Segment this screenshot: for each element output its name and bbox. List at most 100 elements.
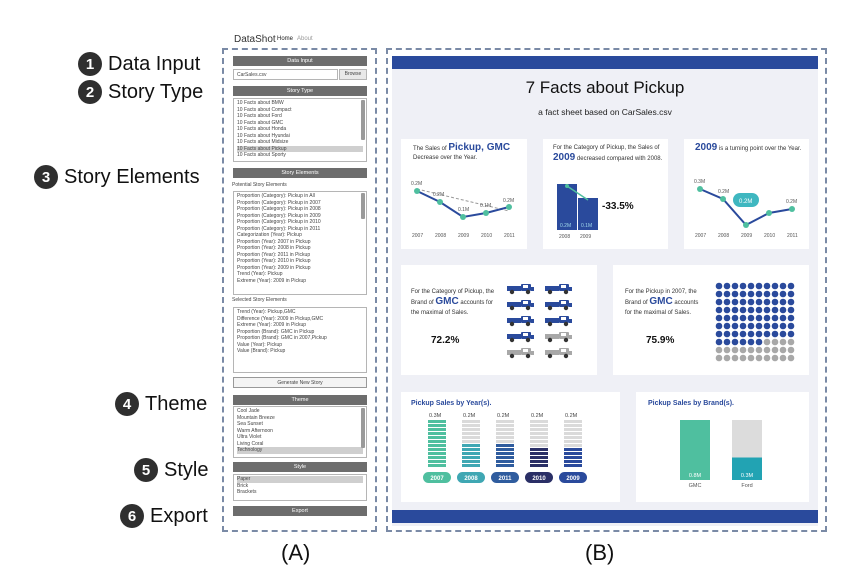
- potential-element-item[interactable]: Proportion (Year): 2009 in Pickup: [237, 264, 311, 271]
- fact1-text: The Sales of Pickup, GMC Decrease over th…: [413, 143, 523, 162]
- potential-element-item[interactable]: Proportion (Category): Pickup in 2008: [237, 206, 321, 212]
- style-item[interactable]: Brick: [237, 482, 249, 489]
- dot-unit: [739, 322, 747, 330]
- dot-unit: [739, 314, 747, 322]
- dot-unit: [739, 298, 747, 306]
- theme-list[interactable]: Cool Jade Mountain Breeze Sea Sunset Warm A…: [233, 406, 367, 458]
- style-list[interactable]: Paper Brick Brackets: [233, 474, 367, 501]
- selected-element-item[interactable]: Difference (Year): 2009 in Pickup,GMC: [237, 315, 324, 322]
- potential-element-item[interactable]: Proportion (Year): 2008 in Pickup: [237, 245, 311, 251]
- theme-items[interactable]: Cool Jade Mountain Breeze Sea Sunset Warm A…: [234, 407, 366, 455]
- potential-elements-items[interactable]: Proportion (Category): Pickup in All Prop…: [234, 192, 366, 285]
- potential-element-item[interactable]: Proportion (Year): 2007 in Pickup: [237, 238, 311, 245]
- selected-element-item[interactable]: Extreme (Year): 2009 in Pickup: [237, 322, 307, 328]
- dot-unit: [723, 338, 731, 346]
- selected-elements-items[interactable]: Trend (Year): Pickup,GMC Difference (Year…: [234, 308, 366, 356]
- browse-button[interactable]: Browse: [339, 69, 367, 80]
- story-type-item[interactable]: 10 Facts about Pickup: [237, 145, 363, 152]
- theme-item[interactable]: Technology: [237, 447, 363, 454]
- theme-item[interactable]: Warm Afternoon: [237, 427, 273, 434]
- potential-elements-list[interactable]: Proportion (Category): Pickup in All Prop…: [233, 191, 367, 295]
- dot-unit: [755, 330, 763, 338]
- fact1-line: [416, 190, 510, 219]
- theme-item[interactable]: Living Coral: [237, 440, 264, 447]
- selected-element-item[interactable]: Value (Brand): Pickup: [237, 348, 286, 354]
- potential-element-item[interactable]: Categorization (Year): Pickup: [237, 232, 302, 238]
- nav-about[interactable]: About: [297, 36, 313, 42]
- bar-stripe: [462, 432, 480, 435]
- file-input[interactable]: CarSales.csv: [233, 69, 338, 80]
- story-type-item[interactable]: 10 Facts about Sporty: [237, 152, 286, 158]
- potential-element-item[interactable]: Proportion (Category): Pickup in 2007: [237, 199, 321, 206]
- dot-unit: [723, 290, 731, 298]
- brand-category-label: GMC: [689, 483, 702, 489]
- style-item[interactable]: Brackets: [237, 489, 257, 495]
- pickup-icon: [507, 284, 534, 295]
- theme-header: Theme: [233, 395, 367, 405]
- brand-bar: [680, 420, 710, 480]
- potential-element-item[interactable]: Proportion (Year): 2010 in Pickup: [237, 258, 311, 264]
- potential-element-item[interactable]: Proportion (Category): Pickup in 2009: [237, 212, 321, 219]
- fact3-year-label: 2010: [764, 233, 775, 239]
- dot-unit: [731, 354, 739, 362]
- step-theme: 4 Theme: [115, 392, 207, 416]
- dot-unit: [787, 282, 795, 290]
- story-type-item[interactable]: 10 Facts about BMW: [237, 100, 284, 106]
- theme-item[interactable]: Ultra Violet: [237, 434, 262, 440]
- theme-item[interactable]: Mountain Breeze: [237, 414, 275, 421]
- fact-card-sales-by-brand: [636, 392, 809, 502]
- dot-unit: [747, 314, 755, 322]
- dot-unit: [779, 290, 787, 298]
- story-type-items[interactable]: 10 Facts about BMW 10 Facts about Compact…: [234, 99, 366, 160]
- dot-unit: [771, 306, 779, 314]
- potential-element-item[interactable]: Proportion (Category): Pickup in 2010: [237, 219, 321, 225]
- potential-element-item[interactable]: Proportion (Category): Pickup in 2011: [237, 225, 321, 232]
- potential-element-item[interactable]: Proportion (Year): 2011 in Pickup: [237, 251, 311, 258]
- dot-unit: [723, 306, 731, 314]
- generate-story-button[interactable]: Generate New Story: [233, 377, 367, 388]
- year-badge: [423, 472, 451, 483]
- fact1-year-label: 2007: [412, 233, 423, 239]
- story-type-item[interactable]: 10 Facts about Ford: [237, 113, 282, 119]
- sales-by-year-chart: 0.3M 2007 0.2M 2008 0.2M 2011 0.2M 2010 0.2M 2009: [423, 413, 587, 483]
- bar-stripe: [530, 432, 548, 435]
- fact2-year-label: 2008: [559, 234, 570, 240]
- story-type-item[interactable]: 10 Facts about Honda: [237, 126, 287, 132]
- nav-home[interactable]: Home: [277, 36, 294, 42]
- story-type-item[interactable]: 10 Facts about Compact: [237, 106, 292, 113]
- potential-element-item[interactable]: Extreme (Year): 2009 in Pickup: [237, 277, 307, 284]
- dot-unit: [739, 346, 747, 354]
- style-items[interactable]: Paper Brick Brackets: [234, 475, 366, 497]
- dot-unit: [715, 346, 723, 354]
- selected-element-item[interactable]: Trend (Year): Pickup,GMC: [237, 309, 296, 315]
- bar-stripe: [428, 456, 446, 459]
- fact1-value-label: 0.2M: [433, 192, 444, 198]
- scrollbar[interactable]: [361, 408, 365, 448]
- potential-element-item[interactable]: Trend (Year): Pickup: [237, 271, 283, 277]
- story-type-list[interactable]: 10 Facts about BMW 10 Facts about Compact…: [233, 98, 367, 162]
- scrollbar[interactable]: [361, 100, 365, 140]
- bar-value-label: 0.2M: [531, 413, 544, 419]
- dot-unit: [779, 322, 787, 330]
- bar-stripe: [530, 452, 548, 455]
- story-type-item[interactable]: 10 Facts about Hyundai: [237, 132, 290, 139]
- story-type-item[interactable]: 10 Facts about GMC: [237, 119, 284, 126]
- step-number: 2: [78, 80, 102, 104]
- potential-element-item[interactable]: Proportion (Category): Pickup in All: [237, 193, 315, 199]
- theme-item[interactable]: Sea Sunset: [237, 421, 263, 427]
- bar-stripe: [462, 440, 480, 443]
- selected-elements-list[interactable]: Trend (Year): Pickup,GMC Difference (Year…: [233, 307, 367, 373]
- selected-element-item[interactable]: Value (Year): Pickup: [237, 341, 283, 348]
- dot-unit: [763, 298, 771, 306]
- export-button[interactable]: Export: [233, 506, 367, 516]
- theme-item[interactable]: Cool Jade: [237, 408, 260, 414]
- dot-unit: [715, 298, 723, 306]
- style-item[interactable]: Paper: [237, 476, 363, 483]
- selected-element-item[interactable]: Proportion (Brand): GMC in 2007,Pickup: [237, 335, 327, 341]
- selected-element-item[interactable]: Proportion (Brand): GMC in Pickup: [237, 328, 315, 335]
- story-type-item[interactable]: 10 Facts about Midsize: [237, 139, 289, 145]
- fact3-point: [789, 206, 795, 212]
- fact3-chart: 0.2M 0.3M 0.2M 0.2M 2007 2008 2009 2010 …: [694, 179, 798, 239]
- scrollbar[interactable]: [361, 193, 365, 219]
- dot-unit: [739, 306, 747, 314]
